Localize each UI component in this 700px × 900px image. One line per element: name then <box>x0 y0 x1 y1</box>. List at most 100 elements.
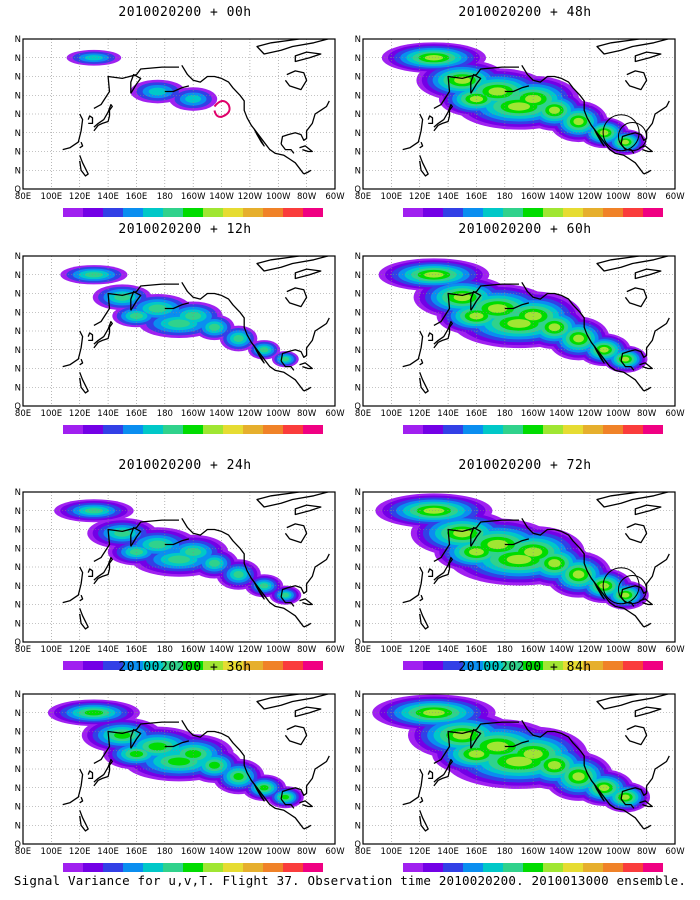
variance-map: 80N 70N 60N 50N 40N 30N 20N 10N EQ80E 100E 120E 140… <box>15 690 345 872</box>
lon-label: 120W <box>238 645 263 655</box>
panel-title: 2010020200 + 36h <box>118 660 252 675</box>
lat-label: 30N <box>355 784 361 794</box>
lon-label: 140E <box>97 645 119 655</box>
shade-contour <box>167 757 191 766</box>
lat-label: 50N <box>355 544 361 554</box>
coastline <box>504 85 530 93</box>
colorbar-swatch <box>283 863 303 872</box>
lon-label: 60W <box>325 645 345 655</box>
lon-label: 180 <box>497 192 513 202</box>
colorbar-swatch <box>603 208 623 217</box>
lat-label: 10N <box>15 166 21 176</box>
shade-contour <box>548 323 561 332</box>
lon-label: 180 <box>497 847 513 857</box>
colorbar-swatch <box>183 863 203 872</box>
coastline <box>427 332 434 342</box>
shaded-field <box>66 49 218 111</box>
colorbar-swatch <box>163 661 183 670</box>
lat-label: 70N <box>15 54 21 64</box>
shade-contour <box>168 319 190 328</box>
coastline <box>419 810 429 832</box>
lon-label: 120W <box>578 192 603 202</box>
coastline <box>164 740 190 748</box>
lat-label: 60N <box>355 73 361 83</box>
coastline <box>419 594 424 602</box>
shade-contour <box>84 508 104 514</box>
lon-label: 80W <box>637 645 657 655</box>
observation-circle <box>602 567 640 605</box>
graticule <box>363 39 675 189</box>
figure-caption: Signal Variance for u,v,T. Flight 37. Ob… <box>13 873 687 888</box>
coastline <box>303 824 312 830</box>
coastline <box>299 145 313 153</box>
lat-label: 60N <box>15 73 21 83</box>
lon-label: 60W <box>665 409 685 419</box>
lon-label: 140E <box>437 409 459 419</box>
coastline <box>433 721 519 764</box>
lat-label: 80N <box>355 690 361 700</box>
colorbar-swatch <box>163 425 183 434</box>
coastline <box>164 85 190 93</box>
lon-label: 120W <box>238 192 263 202</box>
coastline <box>521 719 645 830</box>
lat-label: EQ <box>355 402 361 412</box>
colorbar-swatch <box>543 661 563 670</box>
shade-contour <box>259 583 269 589</box>
coastline <box>164 538 190 546</box>
shade-contour <box>148 540 167 549</box>
coastline <box>402 768 424 806</box>
arctic-island <box>294 51 322 63</box>
lon-label: 140W <box>209 645 234 655</box>
coastline <box>402 566 424 604</box>
lon-label: 100E <box>41 645 63 655</box>
shade-contour <box>281 592 290 598</box>
coastline <box>504 538 530 546</box>
panel-title: 2010020200 + 24h <box>118 458 252 473</box>
coastline <box>280 143 295 154</box>
panel-title: 2010020200 + 00h <box>118 5 252 20</box>
arctic-island <box>294 706 322 718</box>
shade-contour <box>423 507 445 514</box>
coastline <box>79 796 84 804</box>
coastline <box>470 526 482 547</box>
shade-contour <box>259 785 269 791</box>
coastline <box>624 70 648 91</box>
lon-label: 80E <box>355 192 371 202</box>
colorbar-swatch <box>523 863 543 872</box>
lon-label: 160E <box>126 645 148 655</box>
colorbar-swatch <box>463 863 483 872</box>
coastline <box>299 800 313 808</box>
colorbar-swatch <box>583 208 603 217</box>
colorbar-swatch <box>463 208 483 217</box>
coastline <box>93 519 179 562</box>
coastline <box>303 386 312 392</box>
lat-label: 70N <box>355 271 361 281</box>
coastline <box>284 70 308 91</box>
coastlines <box>62 694 330 832</box>
shade-contour <box>572 570 585 579</box>
lon-label: 160W <box>181 192 206 202</box>
coastline <box>62 330 84 368</box>
lon-label: 140W <box>209 409 234 419</box>
lat-label: 70N <box>355 507 361 517</box>
arctic-island <box>634 706 662 718</box>
colorbar-swatch <box>123 661 143 670</box>
shade-contour <box>505 756 533 767</box>
lat-label: 70N <box>15 507 21 517</box>
coastlines <box>402 256 670 394</box>
map-frame <box>22 38 336 190</box>
colorbar-swatch <box>423 661 443 670</box>
arctic-island <box>634 268 662 280</box>
colorbar-swatch <box>263 208 283 217</box>
panel-title: 2010020200 + 48h <box>458 5 592 20</box>
coastline <box>433 103 453 132</box>
colorbar-swatch <box>243 863 263 872</box>
lat-label: 50N <box>15 308 21 318</box>
graticule <box>363 256 675 406</box>
colorbar-swatch <box>123 208 143 217</box>
lon-label: 160E <box>466 847 488 857</box>
lon-label: 120E <box>409 409 431 419</box>
lon-label: 80W <box>297 409 317 419</box>
map-frame <box>362 38 676 190</box>
coastline <box>470 290 482 311</box>
